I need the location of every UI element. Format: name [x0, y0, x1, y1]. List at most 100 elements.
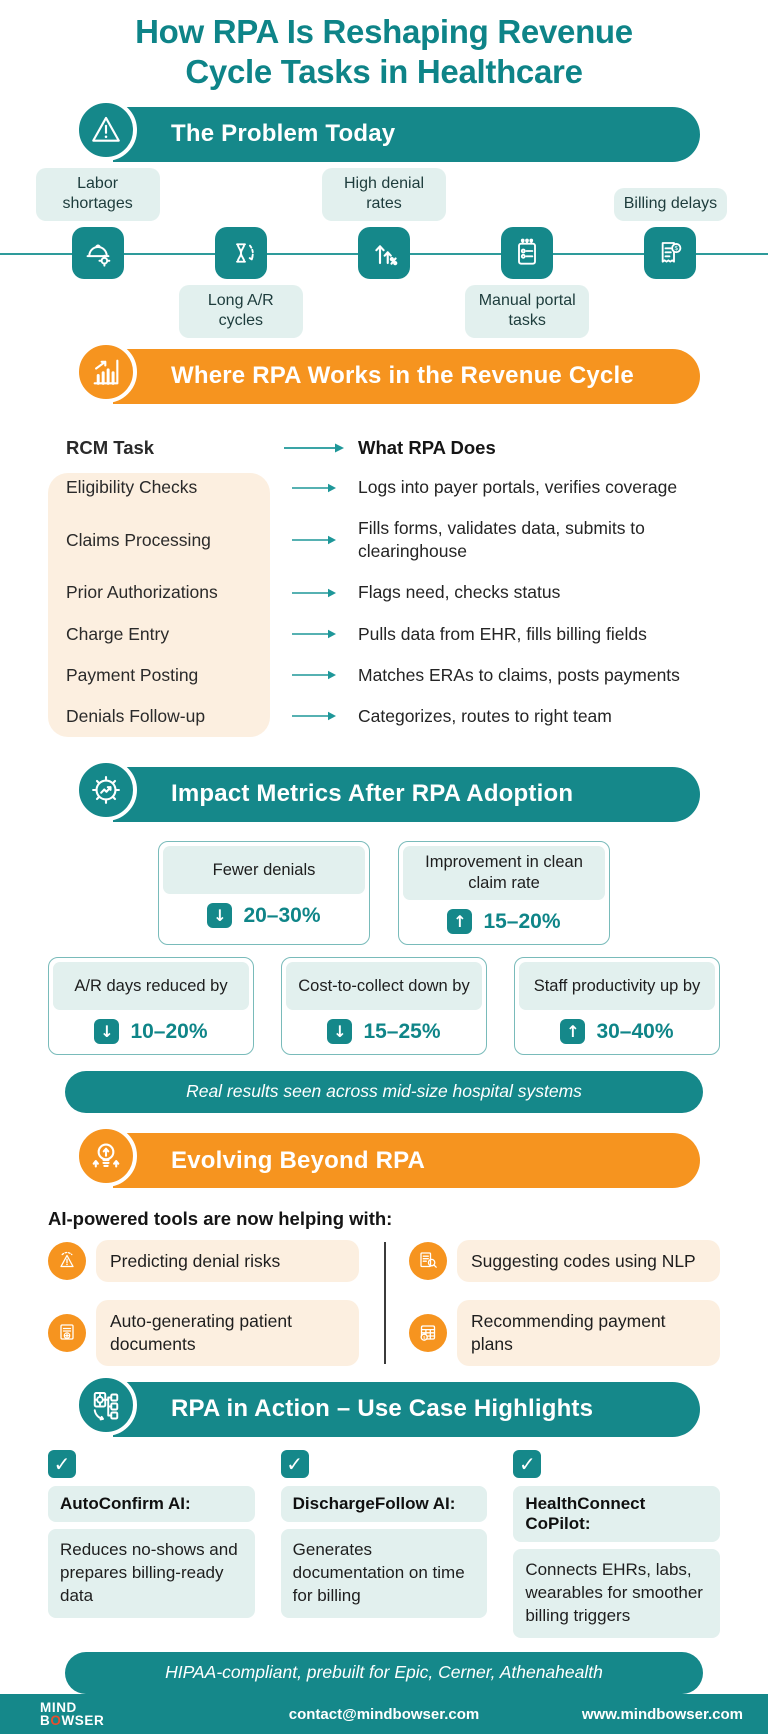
metric-label: Improvement in clean claim rate: [403, 846, 605, 901]
section-bar: Impact Metrics After RPA Adoption: [113, 766, 700, 822]
page-title: How RPA Is Reshaping Revenue Cycle Tasks…: [0, 0, 768, 93]
rcm-row: Prior Authorizations Flags need, checks …: [48, 572, 720, 613]
timeline-label: Labor shortages: [35, 167, 160, 221]
section-header-evolving: Evolving Beyond RPA: [75, 1125, 700, 1191]
arrow-icon: [270, 669, 358, 681]
rising-arrows-icon: [358, 226, 410, 279]
impact-metrics-row1: Fewer denials ↓ 20–30% Improvement in cl…: [0, 841, 768, 946]
rcm-does: Fills forms, validates data, submits to …: [358, 518, 645, 562]
section-header-rpa-works: Where RPA Works in the Revenue Cycle: [75, 340, 700, 407]
footer: MIND BOWSER contact@mindbowser.com www.m…: [0, 1694, 768, 1734]
timeline-item: Labor shortages: [26, 167, 169, 331]
use-cases: ✓ AutoConfirm AI: Reduces no-shows and p…: [48, 1450, 720, 1639]
checkmark-icon: ✓: [513, 1450, 542, 1479]
rcm-task: Payment Posting: [66, 664, 199, 685]
problem-timeline: Labor shortages Long: [0, 167, 768, 338]
section-title: Evolving Beyond RPA: [171, 1146, 426, 1174]
rcm-row: Eligibility Checks Logs into payer porta…: [48, 467, 720, 508]
ai-tool-label: Auto-generating patient documents: [96, 1300, 359, 1366]
portal-checklist-icon: [501, 226, 554, 279]
logo-line2: BOWSER: [40, 1713, 105, 1729]
metric-card: A/R days reduced by ↓ 10–20%: [48, 957, 254, 1056]
contact-email-link[interactable]: contact@mindbowser.com: [288, 1705, 480, 1723]
rcm-table: RCM Task What RPA Does Eligibility Check…: [48, 429, 720, 737]
ai-tools-grid: Predicting denial risks Suggesting codes…: [48, 1239, 720, 1366]
metric-card: Improvement in clean claim rate ↑ 15–20%: [398, 841, 610, 946]
results-banner: Real results seen across mid-size hospit…: [65, 1071, 703, 1114]
website-link[interactable]: www.mindbowser.com: [581, 1705, 743, 1723]
page-title-line1: How RPA Is Reshaping Revenue: [135, 13, 633, 50]
use-case-name: AutoConfirm AI:: [48, 1486, 255, 1523]
arrow-down-icon: ↓: [327, 1019, 353, 1045]
patient-documents-icon: [48, 1314, 86, 1353]
timeline-item: Manual portal tasks: [456, 169, 599, 338]
timeline-label: Long A/R cycles: [178, 284, 303, 338]
rcm-does: Flags need, checks status: [358, 582, 561, 603]
rcm-task: Denials Follow-up: [66, 705, 206, 726]
use-case-description: Reduces no-shows and prepares billing-re…: [48, 1529, 255, 1619]
ai-tool-label: Recommending payment plans: [457, 1300, 720, 1366]
rcm-does: Logs into payer portals, verifies covera…: [358, 477, 678, 498]
rcm-task: Charge Entry: [66, 623, 170, 644]
metric-value: 10–20%: [130, 1019, 208, 1043]
rcm-task: Claims Processing: [66, 529, 211, 550]
section-title: The Problem Today: [171, 120, 396, 147]
use-case: ✓ HealthConnect CoPilot: Connects EHRs, …: [513, 1450, 720, 1639]
ai-tools-intro: AI-powered tools are now helping with:: [48, 1207, 393, 1229]
denial-risk-icon: [48, 1242, 86, 1280]
arrow-up-icon: ↑: [560, 1019, 586, 1045]
billing-receipt-icon: $: [644, 226, 697, 279]
section-header-impact: Impact Metrics After RPA Adoption: [75, 758, 700, 825]
ai-tool-item: $ Recommending payment plans: [409, 1300, 720, 1366]
rcm-does: Categorizes, routes to right team: [358, 705, 612, 726]
use-case-description: Connects EHRs, labs, wearables for smoot…: [513, 1549, 720, 1639]
metric-label: Cost-to-collect down by: [286, 962, 482, 1011]
metric-label: A/R days reduced by: [53, 962, 249, 1011]
section-title: Impact Metrics After RPA Adoption: [171, 780, 574, 808]
metric-label: Fewer denials: [163, 846, 365, 895]
payment-plans-icon: $: [409, 1314, 447, 1353]
bar-chart-icon: [75, 340, 137, 403]
ai-tool-item: Predicting denial risks: [48, 1239, 359, 1283]
rcm-does: Matches ERAs to claims, posts payments: [358, 664, 680, 685]
ai-tool-item: Suggesting codes using NLP: [409, 1239, 720, 1283]
hardhat-icon: [71, 226, 124, 279]
arrow-icon: [270, 628, 358, 640]
svg-text:$: $: [675, 244, 679, 252]
section-bar: RPA in Action – Use Case Highlights: [113, 1381, 700, 1437]
warning-triangle-icon: [75, 98, 137, 161]
gear-chart-icon: [75, 758, 137, 821]
hourglass-cycle-icon: [214, 226, 267, 279]
checkmark-icon: ✓: [280, 1450, 309, 1479]
logo-line1: MIND: [40, 1699, 77, 1715]
lightbulb-icon: [75, 1125, 137, 1188]
vertical-divider: [384, 1241, 386, 1364]
logo-o-mark: O: [50, 1713, 62, 1729]
timeline-item: Long A/R cycles: [169, 169, 312, 338]
section-title: RPA in Action – Use Case Highlights: [171, 1395, 594, 1423]
svg-text:$: $: [423, 1335, 426, 1341]
mindbowser-logo: MIND BOWSER: [40, 1701, 104, 1728]
arrow-icon: [270, 587, 358, 599]
workflow-icon: [75, 1373, 137, 1436]
arrow-up-icon: ↑: [447, 909, 473, 935]
metric-card: Fewer denials ↓ 20–30%: [158, 841, 370, 946]
ai-tool-item: Auto-generating patient documents: [48, 1300, 359, 1366]
use-case: ✓ DischargeFollow AI: Generates document…: [280, 1450, 488, 1638]
metric-card: Cost-to-collect down by ↓ 15–25%: [281, 957, 487, 1056]
rcm-row: Charge Entry Pulls data from EHR, fills …: [48, 614, 720, 655]
use-case-name: DischargeFollow AI:: [280, 1486, 488, 1523]
rcm-col-task: RCM Task: [66, 437, 155, 459]
section-bar: Where RPA Works in the Revenue Cycle: [113, 348, 700, 404]
arrow-icon: [270, 442, 358, 454]
hipaa-banner: HIPAA-compliant, prebuilt for Epic, Cern…: [65, 1652, 703, 1695]
section-title: Where RPA Works in the Revenue Cycle: [171, 362, 634, 390]
rcm-task-column-bg: [48, 473, 270, 737]
nlp-codes-icon: [409, 1242, 447, 1280]
timeline-label: High denial rates: [322, 167, 446, 221]
ai-tool-label: Predicting denial risks: [96, 1239, 359, 1283]
timeline-item: Billing delays $: [599, 169, 742, 331]
metric-value: 15–20%: [483, 909, 561, 933]
metric-card: Staff productivity up by ↑ 30–40%: [514, 957, 720, 1056]
arrow-icon: [270, 482, 358, 494]
